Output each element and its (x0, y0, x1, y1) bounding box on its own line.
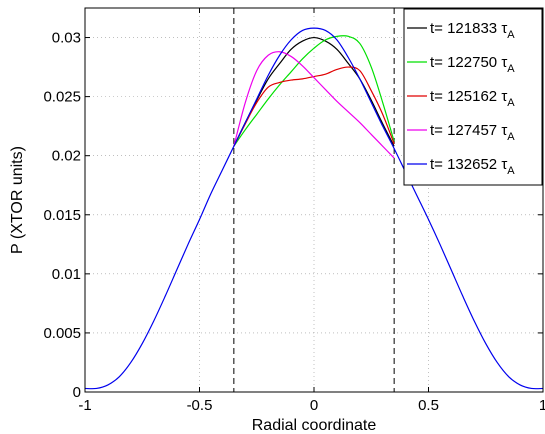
x-tick-label: -1 (78, 397, 91, 414)
legend-entry: t= 127457 τA (430, 122, 515, 143)
series-line-1 (233, 36, 395, 147)
series-line-2 (233, 35, 395, 147)
y-tick-label: 0.02 (52, 148, 81, 165)
x-tick-label: 0 (310, 397, 318, 414)
series-line-4 (233, 51, 395, 159)
y-axis-label: P (XTOR units) (9, 146, 26, 254)
axis-ticks: -1 -0.5 0 0.5 1 0 0.005 0.01 0.015 0.02 0.025 0.03 (43, 8, 545, 414)
x-tick-label: 0.5 (418, 397, 439, 414)
y-tick-label: 0.03 (52, 30, 81, 47)
y-tick-label: 0.015 (43, 207, 81, 224)
legend-entry: t= 132652 τA (430, 156, 515, 177)
legend-entry: t= 121833 τA (430, 20, 515, 41)
x-tick-label: 1 (539, 397, 545, 414)
series-layer (84, 27, 544, 390)
legend-box (403, 8, 543, 186)
legend-entry: t= 122750 τA (430, 54, 515, 75)
y-tick-label: 0.025 (43, 89, 81, 106)
x-axis-label: Radial coordinate (252, 417, 377, 434)
legend: t= 121833 τA t= 122750 τA t= 125162 τA t= 1… (403, 8, 543, 186)
series-line-3 (233, 66, 395, 147)
reference-lines (233, 8, 395, 392)
legend-entry: t= 125162 τA (430, 88, 515, 109)
series-line-5 (84, 27, 544, 390)
y-tick-label: 0 (73, 384, 81, 401)
x-tick-label: -0.5 (187, 397, 213, 414)
y-tick-label: 0.01 (52, 266, 81, 283)
y-tick-label: 0.005 (43, 325, 81, 342)
